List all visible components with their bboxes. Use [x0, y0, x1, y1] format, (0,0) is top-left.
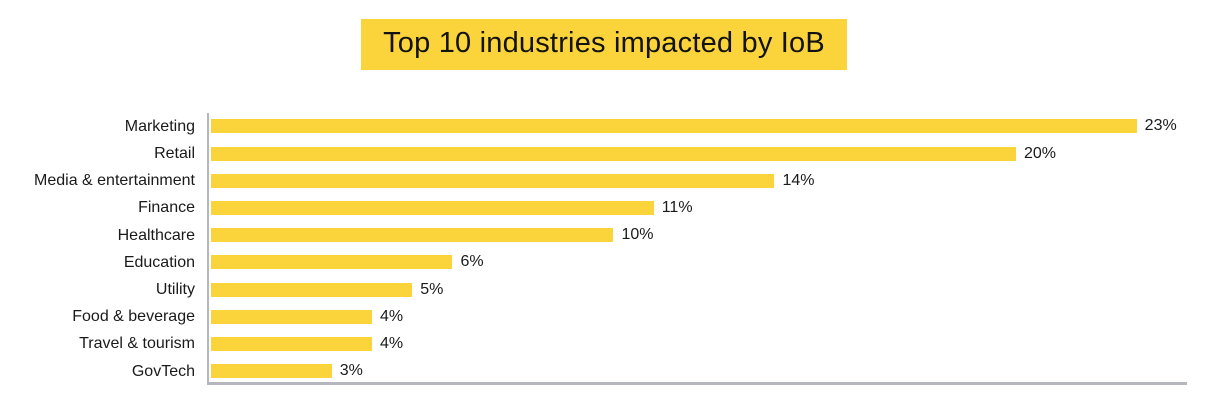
chart-row: 14%	[209, 167, 1187, 194]
bar	[211, 336, 372, 351]
value-label: 20%	[1023, 144, 1056, 162]
plot-area: 23% 20% 14% 11% 10% 6% 5% 4% 4% 3%	[207, 112, 1187, 385]
category-label: Finance	[138, 199, 195, 217]
page: { "title": { "text": "Top 10 industries …	[0, 19, 1208, 409]
bar	[211, 173, 775, 188]
bar	[211, 309, 372, 324]
category-label: Travel & tourism	[79, 335, 195, 353]
bar	[211, 282, 413, 297]
bar-chart: Marketing Retail Media & entertainment F…	[8, 112, 1187, 385]
bar	[211, 364, 332, 379]
category-label: Utility	[155, 281, 195, 299]
chart-row: 4%	[209, 303, 1187, 330]
chart-row: 6%	[209, 249, 1187, 276]
chart-row: 5%	[209, 276, 1187, 303]
category-label: Food & beverage	[72, 308, 195, 326]
category-label: Media & entertainment	[34, 172, 195, 190]
category-label: Healthcare	[117, 226, 195, 244]
category-label: Marketing	[124, 117, 195, 135]
bar	[211, 255, 453, 270]
value-label: 4%	[379, 334, 404, 352]
bar	[211, 201, 654, 216]
chart-row: 23%	[209, 113, 1187, 140]
value-label: 6%	[460, 253, 484, 271]
chart-title-container: Top 10 industries impacted by IoB	[0, 19, 1208, 70]
chart-row: 20%	[209, 140, 1187, 167]
value-label: 23%	[1144, 117, 1177, 135]
chart-row: 10%	[209, 222, 1187, 249]
value-label: 11%	[661, 199, 693, 217]
chart-row: 11%	[209, 194, 1187, 221]
value-label: 14%	[782, 171, 815, 189]
bar	[211, 228, 614, 243]
category-label: GovTech	[131, 362, 195, 380]
category-axis: Marketing Retail Media & entertainment F…	[8, 113, 207, 385]
value-label: 5%	[420, 280, 444, 298]
chart-row: 4%	[209, 330, 1187, 357]
category-label: Education	[123, 253, 195, 271]
value-label: 4%	[379, 307, 404, 325]
category-label: Retail	[154, 145, 195, 163]
value-label: 10%	[621, 226, 654, 244]
chart-row: 3%	[209, 358, 1187, 385]
value-label: 3%	[339, 362, 363, 380]
chart-title: Top 10 industries impacted by IoB	[361, 19, 847, 70]
bar	[211, 119, 1137, 134]
bar	[211, 146, 1016, 161]
